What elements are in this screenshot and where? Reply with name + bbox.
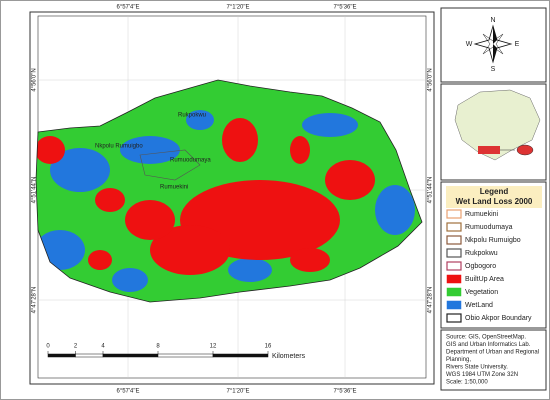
coord-label: 7°1'20"E [226,5,249,11]
source-line: Source: GIS, OpenStreetMap. [446,335,526,341]
legend-label: Obio Akpor Boundary [465,315,532,322]
legend-swatch [446,209,462,219]
scale-label: 8 [156,344,160,350]
legend-swatch [446,248,462,258]
scale-label: 2 [74,344,78,350]
legend-label: Ogbogoro [465,263,496,270]
compass-e: E [515,41,520,48]
scale-label: 12 [210,344,217,350]
scale-label: 4 [101,344,105,350]
source-line: Rivers State University. [446,365,508,371]
source-line: GIS and Urban Informatics Lab. [446,342,531,348]
legend-label: BuiltUp Area [465,276,504,283]
legend-label: Rumuekini [465,211,499,218]
inset-zoom [516,144,534,156]
legend-swatch [446,261,462,271]
legend-swatch [446,313,462,323]
scale-unit: Kilometers [272,353,306,360]
scale-label: 16 [265,344,272,350]
scale-segment [157,353,214,358]
legend-swatch [446,222,462,232]
coord-label: 4°47'28"N [428,287,434,314]
coord-label: 4°51'44"N [428,177,434,204]
place-label: Rumuodumaya [170,158,211,164]
source-box [440,329,547,391]
compass-rose [473,24,513,64]
source-line: Planning, [446,357,471,363]
coord-label: 7°5'36"E [333,5,356,11]
community-outline [139,149,201,181]
inset-country [454,89,541,161]
place-label: Nkpolu Rumuigbo [95,144,143,150]
legend-items: Rumuekini Rumuodumaya Nkpolu Rumuigbo Rukpo… [446,209,532,323]
scale-segment [212,353,269,358]
coord-label: 7°5'36"E [333,389,356,395]
inset-highlight [478,146,500,154]
legend-swatch [446,274,462,284]
source-line: Department of Urban and Regional [446,350,539,356]
legend-title-bg [446,186,542,208]
legend-swatch [446,235,462,245]
source-text: Source: GIS, OpenStreetMap.GIS and Urban… [446,335,539,386]
source-line: WGS 1984 UTM Zone 32N [446,372,518,378]
scale-segment [102,353,159,358]
scale-segment [47,353,76,358]
land-cover [36,80,422,302]
legend-label: WetLand [465,302,493,309]
coord-label: 6°57'4"E [116,5,139,11]
coord-label: 4°51'44"N [32,177,38,204]
compass-n: N [490,17,495,24]
coord-label: 7°1'20"E [226,389,249,395]
scale-segment [75,353,104,358]
legend-title: Legend [480,187,509,196]
legend-label: Rumuodumaya [465,224,513,231]
legend-swatch [446,300,462,310]
compass-w: W [466,41,473,48]
compass-s: S [491,66,496,73]
legend-subtitle: Wet Land Loss 2000 [456,197,533,206]
scale-label: 0 [46,344,50,350]
legend-label: Vegetation [465,289,498,296]
place-label: Rumuekini [160,185,188,191]
boundary [35,79,423,303]
coord-label: 4°56'0"N [32,68,38,91]
legend-swatch [446,287,462,297]
legend-label: Nkpolu Rumuigbo [465,237,521,244]
coord-label: 4°47'28"N [32,287,38,314]
source-line: Scale: 1:50,000 [446,380,488,386]
legend-label: Rukpokwu [465,250,498,257]
coord-label: 4°56'0"N [428,68,434,91]
place-label: Rukpokwu [178,113,206,119]
coord-label: 6°57'4"E [116,389,139,395]
